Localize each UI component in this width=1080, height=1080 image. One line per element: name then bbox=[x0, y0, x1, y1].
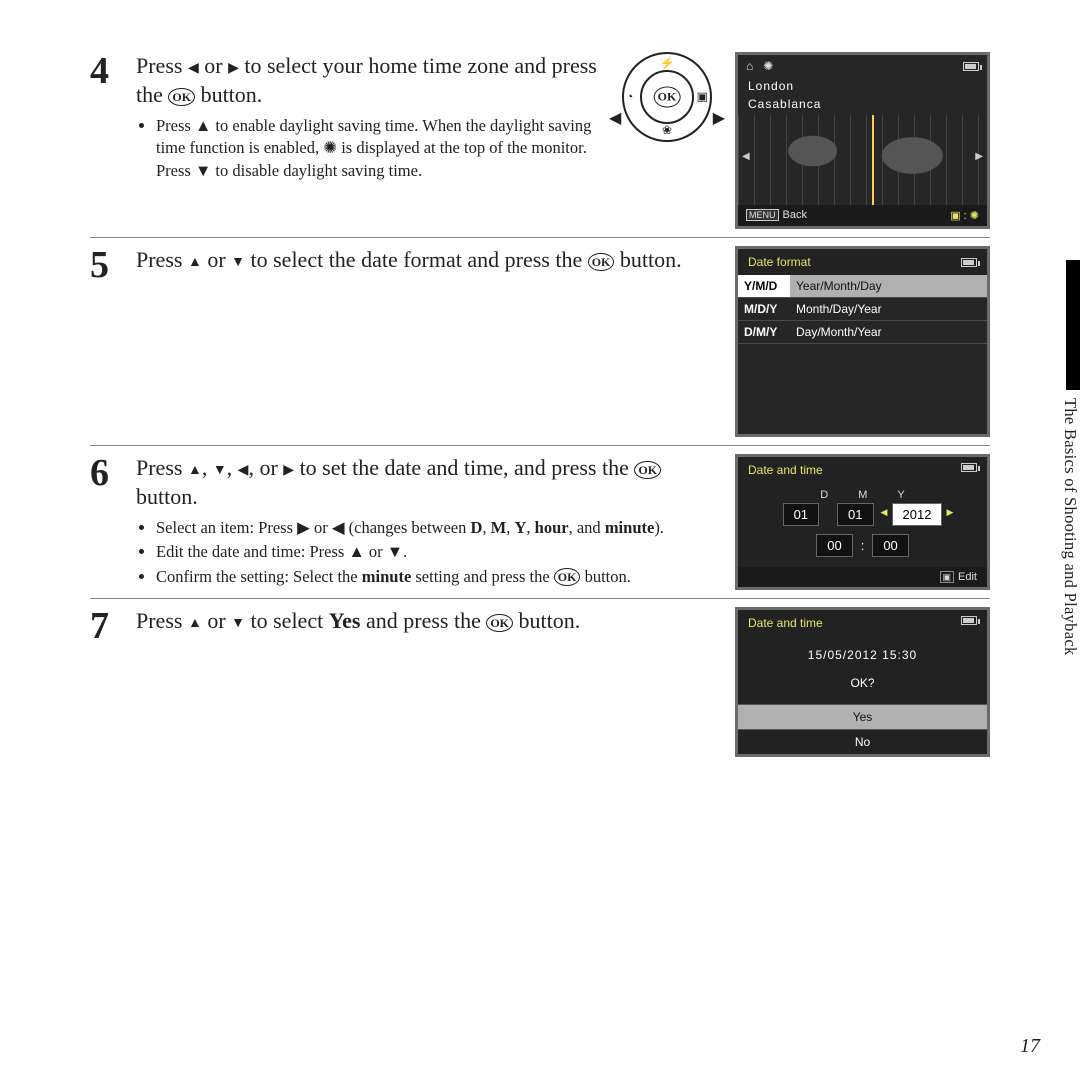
step-6-bullet-1: Select an item: Press ▶ or ◀ (changes be… bbox=[156, 517, 725, 539]
confirm-ok-label: OK? bbox=[738, 676, 987, 690]
date-format-header: Date format bbox=[748, 255, 811, 269]
hour-field: 00 bbox=[816, 534, 852, 557]
confirm-yes: Yes bbox=[738, 704, 987, 729]
confirm-datetime: 15/05/2012 15:30 bbox=[738, 648, 987, 662]
globe-icon: ✺ bbox=[763, 59, 773, 73]
ok-icon: OK bbox=[486, 614, 513, 632]
date-time-edit-screen: Date and time DMY 01 01 ◀2012▶ 00 : 00 ▣… bbox=[735, 454, 990, 590]
tz-city-2: Casablanca bbox=[748, 95, 977, 113]
step-7: 7 Press ▲ or ▼ to select Yes and press t… bbox=[90, 598, 990, 765]
year-field: ◀2012▶ bbox=[892, 503, 943, 526]
confirm-header: Date and time bbox=[748, 616, 823, 630]
date-format-row: D/M/Y Day/Month/Year bbox=[738, 321, 987, 344]
date-format-row: M/D/Y Month/Day/Year bbox=[738, 298, 987, 321]
confirm-screen: Date and time 15/05/2012 15:30 OK? Yes N… bbox=[735, 607, 990, 757]
step-4-bullet-1: Press ▲ to enable daylight saving time. … bbox=[156, 115, 609, 182]
page-number: 17 bbox=[1020, 1035, 1040, 1058]
step-6-number: 6 bbox=[90, 454, 136, 590]
step-6-bullet-2: Edit the date and time: Press ▲ or ▼. bbox=[156, 541, 725, 563]
section-tab: The Basics of Shooting and Playback bbox=[1060, 398, 1080, 656]
battery-icon bbox=[963, 62, 979, 71]
battery-icon bbox=[961, 463, 977, 472]
step-5-heading: Press ▲ or ▼ to select the date format a… bbox=[136, 246, 725, 275]
dpad-wheel-graphic: OK ⚡ ❀ ◔ ▣ ◀▶ bbox=[617, 52, 717, 184]
minute-field: 00 bbox=[872, 534, 908, 557]
step-6-heading: Press ▲, ▼, ◀, or ▶ to set the date and … bbox=[136, 454, 725, 511]
back-label: Back bbox=[783, 209, 807, 221]
step-4-number: 4 bbox=[90, 52, 136, 229]
date-format-row: Y/M/D Year/Month/Day bbox=[738, 275, 987, 298]
timezone-screen: ⌂ ✺ London Casablanca ◀▶ MENUBack ▣ : ✺ bbox=[735, 52, 990, 229]
battery-icon bbox=[961, 616, 977, 625]
ok-icon: OK bbox=[168, 88, 195, 106]
ok-icon: OK bbox=[554, 568, 581, 586]
ok-icon: OK bbox=[588, 253, 615, 271]
date-format-screen: Date format Y/M/D Year/Month/Day M/D/Y M… bbox=[735, 246, 990, 437]
step-4-heading: Press ◀ or ▶ to select your home time zo… bbox=[136, 52, 609, 109]
menu-icon: MENU bbox=[746, 209, 779, 221]
month-field: 01 bbox=[837, 503, 873, 526]
edit-label: Edit bbox=[958, 571, 977, 583]
step-5: 5 Press ▲ or ▼ to select the date format… bbox=[90, 237, 990, 445]
world-map: ◀▶ bbox=[738, 115, 987, 205]
day-field: 01 bbox=[783, 503, 819, 526]
ok-icon: OK bbox=[654, 87, 681, 108]
step-6-bullet-3: Confirm the setting: Select the minute s… bbox=[156, 566, 725, 588]
step-5-number: 5 bbox=[90, 246, 136, 437]
datetime-header: Date and time bbox=[748, 463, 823, 477]
home-icon: ⌂ bbox=[746, 59, 753, 73]
step-7-number: 7 bbox=[90, 607, 136, 757]
tz-city-1: London bbox=[748, 77, 977, 95]
battery-icon bbox=[961, 258, 977, 267]
ok-icon: OK bbox=[634, 461, 661, 479]
step-4: 4 Press ◀ or ▶ to select your home time … bbox=[90, 44, 990, 237]
step-7-heading: Press ▲ or ▼ to select Yes and press the… bbox=[136, 607, 725, 636]
step-6: 6 Press ▲, ▼, ◀, or ▶ to set the date an… bbox=[90, 445, 990, 598]
confirm-no: No bbox=[738, 729, 987, 754]
